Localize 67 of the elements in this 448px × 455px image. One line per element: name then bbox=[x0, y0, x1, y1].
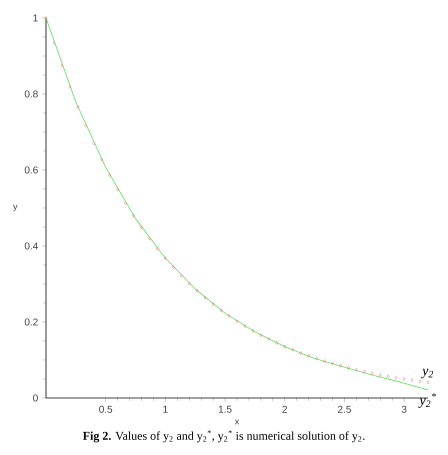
point bbox=[259, 333, 262, 338]
y-axis-title: y bbox=[13, 204, 18, 212]
point bbox=[236, 319, 238, 324]
point bbox=[84, 124, 88, 128]
point bbox=[283, 344, 286, 349]
point bbox=[402, 377, 406, 381]
y-tick-label: 0.8 bbox=[24, 90, 38, 98]
point bbox=[156, 246, 159, 250]
x-tick-label: 3 bbox=[402, 406, 406, 413]
point bbox=[52, 40, 56, 45]
y-tick-label: 0 bbox=[33, 394, 38, 402]
point bbox=[140, 226, 143, 230]
point bbox=[180, 274, 183, 278]
point bbox=[124, 201, 128, 205]
x-tick-label: 1.5 bbox=[218, 406, 232, 413]
series-label: y$_{2}$ bbox=[421, 368, 434, 378]
point bbox=[315, 356, 318, 360]
point bbox=[307, 354, 310, 358]
point bbox=[323, 359, 326, 363]
text: Fig 2. Values of y$_{2}$ and y$_{2}$$^{*}$, y$_{2}$$^{*}$ is numerical solution of y$_{2}$. bbox=[82, 430, 364, 442]
x-axis-title: x bbox=[234, 420, 240, 424]
point bbox=[331, 362, 334, 366]
x-tick-label: 2 bbox=[282, 406, 288, 413]
x-tick-label: 2.5 bbox=[338, 406, 351, 413]
point bbox=[164, 256, 167, 260]
point bbox=[212, 302, 215, 306]
point bbox=[76, 105, 80, 109]
point bbox=[116, 188, 120, 192]
line-series bbox=[46, 18, 428, 390]
point bbox=[410, 378, 414, 382]
y-tick-label: 0.2 bbox=[24, 318, 38, 326]
point bbox=[220, 308, 223, 312]
x-tick-label: 1 bbox=[163, 406, 168, 413]
point bbox=[267, 337, 270, 341]
point bbox=[251, 328, 254, 333]
point bbox=[299, 351, 302, 355]
point bbox=[244, 324, 246, 328]
point bbox=[132, 214, 135, 218]
point bbox=[291, 348, 294, 352]
y-tick-label: 0.4 bbox=[24, 242, 38, 250]
point bbox=[362, 370, 366, 374]
point bbox=[275, 341, 278, 345]
point bbox=[92, 142, 96, 146]
point bbox=[68, 84, 72, 89]
point bbox=[418, 379, 422, 384]
y-tick-label: 1 bbox=[33, 14, 38, 22]
point bbox=[60, 64, 64, 68]
point bbox=[148, 236, 151, 240]
point bbox=[108, 173, 112, 177]
point bbox=[346, 366, 350, 370]
point bbox=[204, 296, 207, 300]
y-tick-label: 0.6 bbox=[24, 166, 38, 174]
point bbox=[354, 368, 358, 372]
point bbox=[378, 372, 382, 377]
point bbox=[188, 282, 191, 286]
point bbox=[196, 288, 199, 293]
point bbox=[339, 364, 342, 368]
point bbox=[386, 374, 390, 378]
point bbox=[228, 314, 230, 318]
point bbox=[370, 371, 374, 376]
point bbox=[100, 158, 104, 162]
point bbox=[44, 16, 48, 20]
point bbox=[394, 376, 398, 380]
series-label: y$_{2}$* bbox=[418, 393, 436, 408]
x-tick-label: 0.5 bbox=[99, 406, 112, 413]
point bbox=[426, 380, 430, 384]
point bbox=[172, 265, 175, 270]
